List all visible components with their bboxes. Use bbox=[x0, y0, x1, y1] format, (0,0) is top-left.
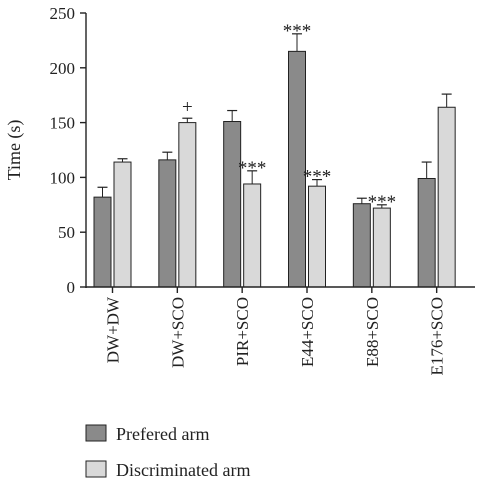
bar-0-2 bbox=[223, 121, 242, 288]
y-tick-label-4: 200 bbox=[50, 59, 76, 78]
x-tick-label-2: PIR+SCO bbox=[233, 297, 252, 366]
x-axis: DW+DW DW+SCO PIR+SCO E44+SCO E88+SCO E176+SCO bbox=[86, 286, 475, 376]
significance-label-1-2: *** bbox=[238, 158, 267, 179]
x-tick-label-5: E176+SCO bbox=[428, 297, 447, 376]
bars: + *** *** *** *** bbox=[93, 21, 456, 288]
significance-label-1-3: *** bbox=[303, 167, 332, 188]
y-tick-label-1: 50 bbox=[58, 223, 75, 242]
bar-0-1 bbox=[158, 159, 177, 288]
significance-label-0-3: *** bbox=[283, 21, 312, 42]
legend-swatch-0 bbox=[85, 424, 107, 442]
bar-1-3 bbox=[308, 185, 326, 288]
significance-label-1-4: *** bbox=[368, 192, 397, 213]
bar-1-2 bbox=[243, 183, 262, 288]
bar-0-5 bbox=[417, 177, 436, 288]
bar-1-4 bbox=[372, 207, 391, 288]
bar-1-1 bbox=[178, 122, 197, 288]
y-axis-label: Time (s) bbox=[4, 120, 25, 181]
legend-label-0: Prefered arm bbox=[116, 424, 209, 444]
y-tick-label-5: 250 bbox=[50, 4, 76, 23]
x-tick-label-0: DW+DW bbox=[104, 296, 123, 363]
y-tick-label-3: 150 bbox=[50, 114, 76, 133]
x-tick-label-3: E44+SCO bbox=[298, 297, 317, 367]
legend-label-1: Discriminated arm bbox=[116, 460, 250, 480]
y-tick-label-2: 100 bbox=[50, 168, 76, 187]
significance-label-1-1: + bbox=[182, 97, 193, 118]
bar-1-5 bbox=[437, 106, 456, 288]
x-tick-label-1: DW+SCO bbox=[168, 297, 187, 368]
bar-0-4 bbox=[352, 203, 371, 288]
bar-1-0 bbox=[113, 161, 132, 288]
legend-swatch-1 bbox=[85, 460, 107, 478]
y-tick-label-0: 0 bbox=[67, 278, 76, 297]
legend: Prefered arm Discriminated arm bbox=[85, 424, 250, 480]
bar-0-0 bbox=[93, 196, 112, 288]
y-axis: 0 50 100 150 200 250 bbox=[50, 4, 87, 297]
x-tick-label-4: E88+SCO bbox=[363, 297, 382, 367]
